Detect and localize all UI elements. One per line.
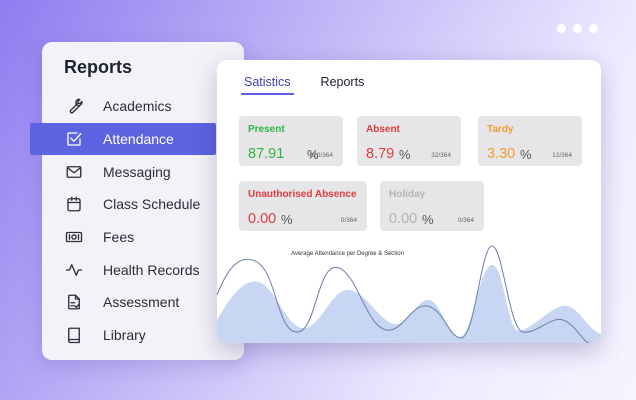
attendance-chart <box>217 245 601 343</box>
checkbox-icon <box>64 129 84 149</box>
stat-title: Present <box>248 124 285 135</box>
stat-count: 320/364 <box>309 152 334 159</box>
stat-title: Absent <box>366 124 400 135</box>
stat-unit: % <box>399 147 411 162</box>
statistics-panel: Satistics Reports Present 87.91 % 320/36… <box>217 60 601 343</box>
wrench-icon <box>64 96 84 116</box>
stat-unit: % <box>520 147 532 162</box>
sidebar-item-label: Attendance <box>103 131 174 148</box>
stat-unit: % <box>281 212 293 227</box>
stat-title: Holiday <box>389 189 426 200</box>
sidebar-item-class-schedule[interactable]: Class Schedule <box>42 188 244 221</box>
sidebar-item-label: Library <box>103 327 146 344</box>
stat-title: Unauthorised Absence <box>248 189 357 200</box>
dot <box>557 24 566 33</box>
stat-unit: % <box>307 147 319 162</box>
sidebar-item-label: Health Records <box>103 261 200 278</box>
tab-statistics[interactable]: Satistics <box>241 75 294 95</box>
sidebar-item-fees[interactable]: Fees <box>42 221 244 254</box>
stat-value: 87.91 <box>248 146 285 162</box>
dot <box>573 24 582 33</box>
chart-title: Average Attendance per Degree & Section <box>291 251 404 257</box>
sidebar-item-messaging[interactable]: Messaging <box>42 155 244 188</box>
sidebar-item-label: Messaging <box>103 163 171 180</box>
panel-tabs: Satistics Reports <box>241 75 364 95</box>
sidebar-item-label: Assessment <box>103 294 180 311</box>
stat-count: 0/364 <box>457 217 474 224</box>
stat-value: 3.30 <box>487 146 516 162</box>
stat-value: 8.79 <box>366 146 395 162</box>
sidebar: Reports Academics Attendance Messaging C… <box>30 42 244 360</box>
stat-card-absent: Absent 8.79 % 32/364 <box>357 116 461 166</box>
sidebar-item-health-records[interactable]: Health Records <box>42 253 244 286</box>
stat-card-holiday: Holiday 0.00 % 0/364 <box>380 181 484 231</box>
dot <box>589 24 598 33</box>
envelope-icon <box>64 162 84 182</box>
sidebar-item-library[interactable]: Library <box>42 319 244 352</box>
clipboard-icon <box>64 292 84 312</box>
stat-count: 12/364 <box>552 152 572 159</box>
stat-card-unauthorised-absence: Unauthorised Absence 0.00 % 0/364 <box>239 181 367 231</box>
sidebar-item-label: Academics <box>103 98 172 115</box>
stat-value: 0.00 <box>389 211 418 227</box>
sidebar-item-academics[interactable]: Academics <box>42 90 244 123</box>
stat-unit: % <box>422 212 434 227</box>
stat-count: 32/364 <box>431 152 451 159</box>
stat-card-tardy: Tardy 3.30 % 12/364 <box>478 116 582 166</box>
sidebar-item-attendance[interactable]: Attendance <box>30 122 216 156</box>
tab-reports[interactable]: Reports <box>320 75 365 89</box>
stat-title: Tardy <box>487 124 514 135</box>
money-icon <box>64 227 84 247</box>
sidebar-item-label: Fees <box>103 229 135 246</box>
stat-card-present: Present 87.91 % 320/364 <box>239 116 343 166</box>
stat-value: 0.00 <box>248 211 277 227</box>
chart-line <box>217 245 590 343</box>
pulse-icon <box>64 260 84 280</box>
sidebar-item-label: Class Schedule <box>103 196 201 213</box>
calendar-icon <box>64 194 84 214</box>
chart-area <box>217 264 601 343</box>
stat-count: 0/364 <box>340 217 357 224</box>
window-dots <box>557 24 598 33</box>
sidebar-title: Reports <box>64 57 133 77</box>
sidebar-nav: Academics Attendance Messaging Class Sch… <box>30 90 244 352</box>
sidebar-item-assessment[interactable]: Assessment <box>42 286 244 319</box>
book-icon <box>64 325 84 345</box>
